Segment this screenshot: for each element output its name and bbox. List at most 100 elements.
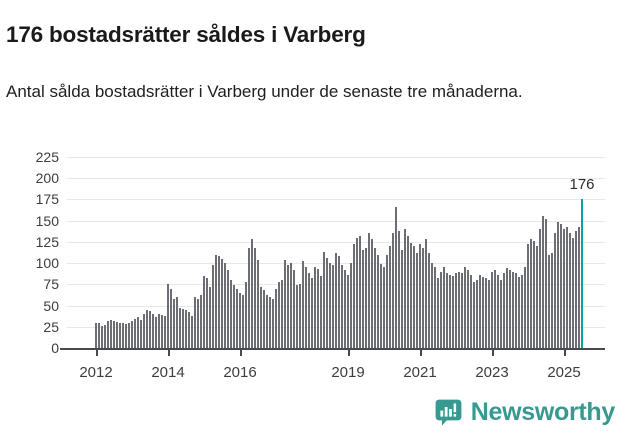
bar [455,273,457,348]
bar [302,260,304,348]
bar [398,230,400,348]
bar [494,269,496,348]
bar [200,295,202,348]
bar [473,281,475,348]
x-tick-mark [240,349,242,356]
bar [332,264,334,348]
axis-baseline [60,348,605,350]
bar [404,229,406,348]
bar [425,239,427,348]
bar [230,280,232,348]
bar [434,267,436,348]
bar [119,323,121,348]
y-tick-label: 100 [35,255,59,272]
bar [449,275,451,348]
bar [290,263,292,348]
bar [446,273,448,348]
gridline [67,178,605,180]
y-tick-label: 175 [35,191,59,208]
bar [284,259,286,348]
bar [557,222,559,348]
bar [146,309,148,348]
bar [476,280,478,348]
bar [104,325,106,348]
bar [194,297,196,348]
bar [344,269,346,348]
x-tick-label: 2012 [79,364,113,381]
bar [368,233,370,348]
bar [281,280,283,348]
bar [233,285,235,348]
x-tick-label: 2016 [223,364,257,381]
y-tick-label: 125 [35,233,59,250]
bar [260,286,262,348]
bar [134,319,136,348]
bar [440,271,442,348]
bar [158,314,160,348]
bar [362,250,364,348]
x-tick-mark [348,349,350,356]
bar [197,298,199,348]
bar [140,320,142,348]
bar [338,256,340,348]
bar [527,244,529,348]
highlight-value-label: 176 [569,175,595,193]
x-tick-mark [564,349,566,356]
page-subtitle: Antal sålda bostadsrätter i Varberg unde… [6,82,523,101]
bar [221,258,223,348]
y-tick-label: 75 [43,276,59,293]
bar [122,323,124,348]
bar [560,224,562,348]
bar [170,288,172,348]
bar [308,273,310,348]
bar [401,250,403,348]
bar [353,244,355,348]
bar [536,246,538,348]
y-tick-label: 200 [35,170,59,187]
bar [350,263,352,348]
y-tick-label: 0 [51,340,59,356]
bar [227,269,229,348]
bar [578,227,580,348]
bar [293,269,295,348]
bar [461,273,463,348]
y-tick-label: 25 [43,318,59,335]
y-tick-label: 50 [43,297,59,314]
bar [311,278,313,348]
bar [485,277,487,348]
bar [179,308,181,348]
bar [506,268,508,348]
bar [539,229,541,348]
x-tick-mark [96,349,98,356]
bar [341,264,343,348]
bar [203,275,205,348]
bar [191,315,193,348]
gridline [67,220,605,222]
bar [152,314,154,348]
bar [371,239,373,348]
y-tick-label: 150 [35,212,59,229]
bar [143,314,145,348]
bar-chart: 0 25 50 75 100 125 150 175 200 225 2012 2014 2016 20… [0,140,631,390]
bar [239,292,241,348]
bar [386,254,388,348]
bar [101,325,103,348]
bar [389,246,391,348]
bar [392,232,394,348]
bar [530,239,532,348]
x-tick-mark [168,349,170,356]
bar [575,230,577,348]
page-title: 176 bostadsrätter såldes i Varberg [6,22,366,48]
bar [317,269,319,348]
bar [95,322,97,348]
bar [488,280,490,348]
bar [551,252,553,348]
bar [464,267,466,348]
bar [278,281,280,348]
bar [407,235,409,348]
bar [518,276,520,348]
bar [416,252,418,348]
bar [167,284,169,348]
bar [569,232,571,348]
bar [347,275,349,348]
